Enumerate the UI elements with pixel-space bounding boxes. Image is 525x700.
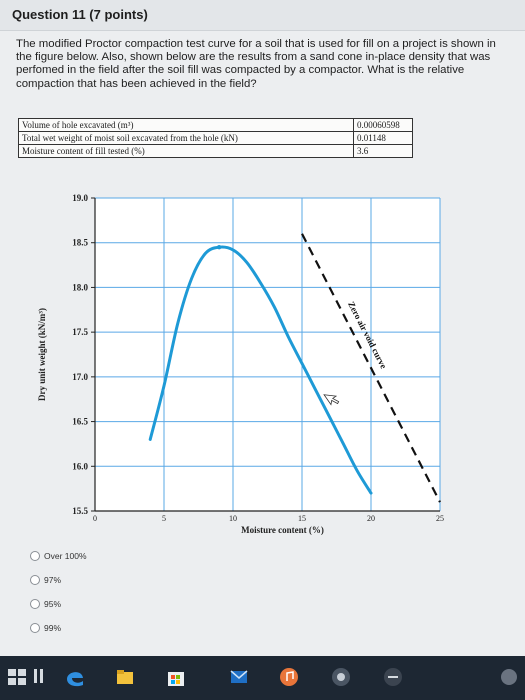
table-cell-label: Volume of hole excavated (m³)	[18, 118, 354, 132]
table-cell-value: 0.01148	[353, 131, 413, 145]
answer-options: Over 100% 97% 95% 99%	[30, 544, 87, 640]
store-icon[interactable]	[165, 666, 187, 688]
x-tick-label: 25	[436, 514, 444, 523]
option-label: Over 100%	[44, 551, 87, 561]
zero-air-void-line	[301, 233, 441, 503]
y-axis-title: Dry unit weight (kN/m³)	[37, 308, 47, 401]
edge-browser-icon[interactable]	[64, 666, 86, 688]
table-row: Total wet weight of moist soil excavated…	[18, 131, 413, 145]
option-label: 97%	[44, 575, 62, 585]
y-tick-label: 17.5	[72, 327, 88, 337]
mouse-cursor-icon	[323, 394, 340, 406]
x-tick-label: 5	[162, 514, 166, 523]
x-tick-label: 10	[229, 514, 237, 523]
app-icon[interactable]	[382, 666, 404, 688]
app-icon[interactable]	[330, 666, 352, 688]
table-cell-value: 0.00060598	[353, 118, 413, 132]
table-cell-value: 3.6	[353, 144, 413, 158]
option-95[interactable]: 95%	[30, 592, 87, 616]
windows-start-icon[interactable]	[6, 666, 28, 688]
radio-button[interactable]	[30, 623, 40, 633]
question-title: Question 11 (7 points)	[12, 7, 148, 22]
peak-point	[217, 244, 222, 250]
x-tick-label: 15	[298, 514, 306, 523]
option-over-100[interactable]: Over 100%	[30, 544, 87, 568]
task-view-icon[interactable]	[32, 665, 46, 687]
y-tick-label: 15.5	[72, 506, 88, 516]
option-97[interactable]: 97%	[30, 568, 87, 592]
y-tick-label: 17.0	[72, 372, 88, 382]
table-cell-label: Total wet weight of moist soil excavated…	[18, 131, 354, 145]
table-cell-label: Moisture content of fill tested (%)	[18, 144, 354, 158]
y-tick-label: 16.5	[72, 417, 88, 427]
table-row: Volume of hole excavated (m³) 0.00060598	[18, 118, 413, 132]
music-icon[interactable]	[278, 666, 300, 688]
y-tick-label: 18.5	[72, 238, 88, 248]
y-tick-label: 18.0	[72, 282, 88, 292]
x-axis-title: Moisture content (%)	[241, 525, 324, 535]
mail-icon[interactable]	[228, 666, 250, 688]
question-header: Question 11 (7 points)	[0, 0, 525, 31]
radio-button[interactable]	[30, 551, 40, 561]
sand-cone-results-table: Volume of hole excavated (m³) 0.00060598…	[18, 118, 413, 158]
x-tick-label: 20	[367, 514, 375, 523]
app-icon[interactable]	[498, 666, 520, 688]
option-label: 99%	[44, 623, 62, 633]
taskbar	[0, 656, 525, 700]
option-label: 95%	[44, 599, 62, 609]
table-row: Moisture content of fill tested (%) 3.6	[18, 144, 413, 158]
compaction-chart: 0 5 10 15 20 25 15.5 16.0 16.5 17.0 17.5 18.0 18.5 19…	[0, 186, 525, 556]
compaction-chart-svg: 0 5 10 15 20 25 15.5 16.0 16.5 17.0 17.5 18.0 18.5 19…	[37, 193, 444, 535]
radio-button[interactable]	[30, 599, 40, 609]
x-tick-label: 0	[93, 514, 97, 523]
radio-button[interactable]	[30, 575, 40, 585]
question-text: The modified Proctor compaction test cur…	[16, 38, 496, 90]
y-tick-label: 16.0	[72, 461, 88, 471]
y-tick-label: 19.0	[72, 193, 88, 203]
plot-area	[95, 198, 440, 511]
option-99[interactable]: 99%	[30, 616, 87, 640]
file-explorer-icon[interactable]	[114, 666, 136, 688]
compaction-curve-line	[148, 245, 373, 495]
